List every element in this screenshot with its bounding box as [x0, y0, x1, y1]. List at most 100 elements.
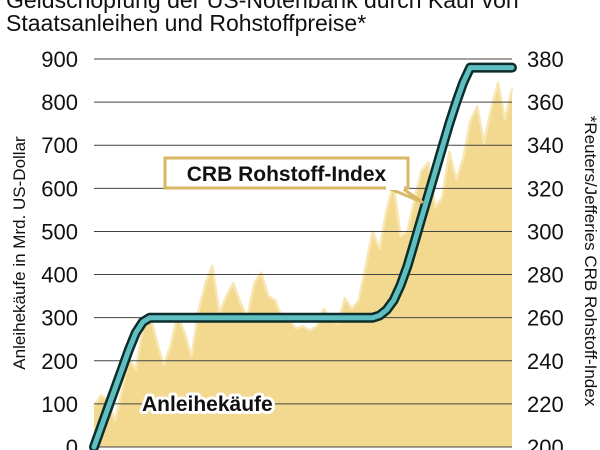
bond-point	[253, 317, 255, 319]
crb-point	[504, 118, 506, 121]
annotation-box	[163, 156, 410, 190]
right-tick-label: 300	[527, 219, 564, 244]
bond-point	[260, 317, 262, 319]
left-tick-label: 200	[41, 349, 78, 374]
bond-point	[204, 317, 207, 319]
bond-point	[156, 317, 158, 319]
crb-point	[260, 271, 263, 274]
bond-point	[232, 317, 234, 319]
bond-point	[497, 67, 499, 69]
crb-point	[197, 310, 200, 313]
crb-point	[239, 301, 242, 304]
crb-point	[399, 235, 402, 237]
crb-point	[155, 340, 158, 343]
crb-point	[469, 120, 472, 123]
bond-point	[413, 241, 416, 243]
crb-point	[169, 344, 172, 347]
crb-point	[441, 196, 444, 198]
right-tick-label: 240	[527, 349, 564, 374]
left-tick-label: 400	[41, 263, 78, 288]
bond-point	[149, 317, 151, 319]
bond-point	[406, 265, 409, 267]
crb-point	[135, 368, 137, 371]
crb-point	[378, 247, 381, 250]
left-tick-label: 600	[41, 176, 78, 201]
bond-point	[107, 407, 109, 409]
chart-title-cropped: Geldschöpfung der US-Notenbank durch Kau…	[6, 0, 519, 13]
crb-point	[267, 295, 270, 297]
crb-point	[302, 325, 304, 328]
crb-point	[476, 105, 479, 108]
bond-point	[483, 67, 485, 69]
bond-point	[351, 317, 353, 319]
crb-point	[183, 332, 186, 334]
bond-point	[344, 317, 346, 319]
bond-point	[100, 427, 102, 429]
bond-point	[225, 317, 227, 319]
crb-point	[204, 282, 207, 285]
bond-point	[135, 332, 137, 334]
bond-point	[372, 317, 374, 319]
crb-point	[427, 161, 430, 164]
crb-point	[162, 364, 165, 366]
bond-point	[427, 194, 429, 196]
crb-point	[253, 282, 255, 285]
bond-point	[365, 317, 367, 319]
crb-point	[344, 297, 346, 300]
bond-point	[114, 388, 116, 390]
bond-point	[184, 317, 186, 319]
chart-title: Staatsanleihen und Rohstoffpreise*	[6, 10, 367, 36]
crb-point	[211, 265, 214, 267]
bond-point	[197, 317, 200, 319]
bond-point	[420, 217, 422, 220]
right-axis-title: *Reuters/Jefferies CRB Rohstoff-Index	[581, 116, 600, 407]
crb-point	[351, 308, 353, 310]
left-tick-label: 100	[41, 392, 78, 417]
bond-point	[469, 67, 471, 69]
crb-point	[121, 390, 123, 392]
crb-point	[295, 327, 297, 330]
bond-point	[295, 317, 297, 319]
crb-point	[497, 81, 499, 84]
bond-point	[511, 67, 513, 69]
bond-point	[476, 67, 478, 69]
crb-point	[316, 325, 318, 328]
left-tick-label: 700	[41, 133, 78, 158]
bond-point	[163, 317, 165, 319]
bond-point	[393, 299, 395, 301]
crb-point	[337, 323, 339, 325]
bond-point	[399, 284, 402, 286]
crb-point	[323, 308, 325, 310]
bond-point	[316, 317, 318, 319]
bond-point	[455, 101, 457, 103]
bond-point	[93, 446, 95, 448]
crb-point	[511, 88, 513, 90]
bond-point	[504, 67, 506, 69]
right-tick-label: 360	[527, 90, 564, 115]
crb-area	[94, 82, 512, 447]
crb-point	[93, 405, 95, 407]
bond-point	[358, 317, 360, 319]
crb-point	[448, 150, 451, 153]
left-tick-label: 0	[66, 435, 78, 450]
annotation-bond-label: Anleihekäufe	[142, 393, 273, 416]
bond-point	[239, 317, 241, 319]
bond-point	[288, 317, 290, 319]
annotation-pointer-join	[386, 186, 404, 190]
bond-point	[386, 309, 388, 311]
crb-point	[357, 299, 360, 302]
crb-point	[434, 206, 437, 209]
crb-point	[490, 107, 492, 110]
crb-point	[455, 178, 458, 181]
bond-point	[448, 123, 450, 125]
left-tick-label: 900	[41, 47, 78, 72]
crb-point	[420, 170, 423, 172]
bond-point	[211, 317, 213, 319]
bond-point	[441, 146, 443, 148]
right-tick-label: 320	[527, 176, 564, 201]
bond-point	[490, 67, 492, 69]
bond-point	[246, 317, 248, 319]
crb-point	[462, 157, 465, 159]
crb-point	[100, 394, 102, 397]
